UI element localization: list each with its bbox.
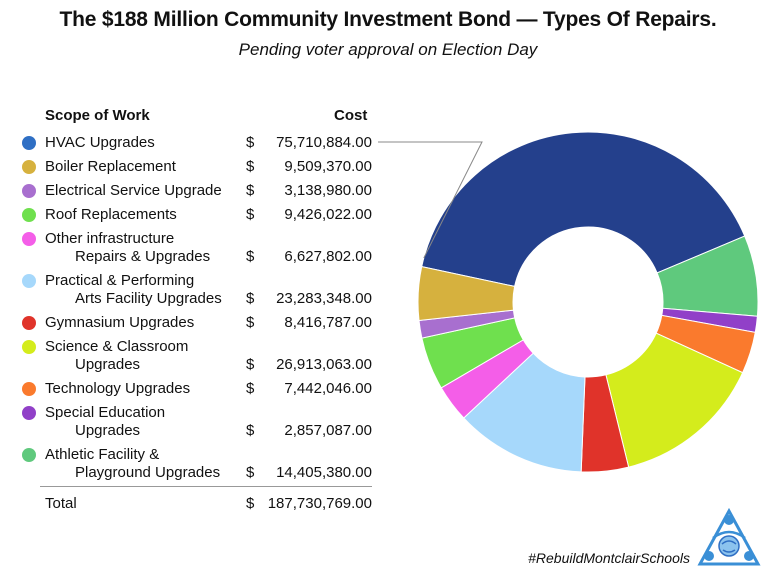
row-label-line1: Athletic Facility & bbox=[45, 446, 160, 463]
row-dollar: $ bbox=[246, 314, 255, 331]
row-label-line1: Special Education bbox=[45, 404, 166, 421]
row-dollar: $ bbox=[246, 464, 255, 481]
row-amount: 23,283,348.00 bbox=[276, 290, 372, 307]
hvac-callout-line bbox=[378, 141, 483, 259]
row-amount: 8,416,787.00 bbox=[284, 314, 372, 331]
row-label: Technology Upgrades bbox=[45, 380, 190, 398]
legend-swatch-icon bbox=[22, 184, 36, 198]
row-amount: 26,913,063.00 bbox=[276, 356, 372, 373]
row-dollar: $ bbox=[246, 134, 255, 151]
row-amount: 9,509,370.00 bbox=[284, 158, 372, 175]
row-label-line2: Arts Facility Upgrades bbox=[75, 290, 222, 307]
pie-slice bbox=[421, 131, 746, 287]
total-label: Total bbox=[45, 495, 77, 512]
row-label-line1: Electrical Service Upgrade bbox=[45, 182, 222, 199]
row-dollar: $ bbox=[246, 248, 255, 265]
row-label-line1: HVAC Upgrades bbox=[45, 134, 155, 151]
row-amount: 9,426,022.00 bbox=[284, 206, 372, 223]
row-label: Gymnasium Upgrades bbox=[45, 314, 194, 332]
scope-header: Scope of Work bbox=[45, 107, 150, 124]
legend-swatch-icon bbox=[22, 406, 36, 420]
row-label-line2: Playground Upgrades bbox=[75, 464, 221, 481]
row-amount: 3,138,980.00 bbox=[284, 182, 372, 199]
row-dollar: $ bbox=[246, 290, 255, 307]
row-label-line1: Technology Upgrades bbox=[45, 380, 191, 397]
chart-title: The $188 Million Community Investment Bo… bbox=[59, 8, 717, 31]
hashtag-text: #RebuildMontclairSchools bbox=[528, 550, 690, 566]
row-dollar: $ bbox=[246, 158, 255, 175]
row-label-line1: Boiler Replacement bbox=[45, 158, 176, 175]
row-label-line1: Practical & Performing bbox=[45, 272, 195, 289]
row-dollar: $ bbox=[246, 356, 255, 373]
row-label-line1: Roof Replacements bbox=[45, 206, 177, 223]
legend-swatch-icon bbox=[22, 274, 36, 288]
row-label: Special Education Upgrades bbox=[45, 404, 165, 440]
rebuild-montclair-logo bbox=[697, 508, 761, 566]
legend-swatch-icon bbox=[22, 160, 36, 174]
pie-slice bbox=[605, 332, 744, 468]
legend-swatch-icon bbox=[22, 136, 36, 150]
row-amount: 75,710,884.00 bbox=[276, 134, 372, 151]
legend-swatch-icon bbox=[22, 208, 36, 222]
chart-subtitle: Pending voter approval on Election Day bbox=[238, 40, 538, 59]
row-amount: 14,405,380.00 bbox=[276, 464, 372, 481]
row-label: Other infrastructure Repairs & Upgrades bbox=[45, 230, 210, 266]
row-label-line2: Upgrades bbox=[75, 422, 141, 439]
row-label-line2: Upgrades bbox=[75, 356, 141, 373]
row-label: HVAC Upgrades bbox=[45, 134, 155, 152]
row-amount: 2,857,087.00 bbox=[284, 422, 372, 439]
row-dollar: $ bbox=[246, 380, 255, 397]
row-dollar: $ bbox=[246, 182, 255, 199]
cost-header: Cost bbox=[334, 107, 368, 124]
row-label: Boiler Replacement bbox=[45, 158, 176, 176]
legend-swatch-icon bbox=[22, 448, 36, 462]
total-separator bbox=[40, 486, 372, 487]
legend-swatch-icon bbox=[22, 382, 36, 396]
row-amount: 7,442,046.00 bbox=[284, 380, 372, 397]
row-label: Athletic Facility & Playground Upgrades bbox=[45, 446, 220, 482]
total-dollar: $ bbox=[246, 495, 255, 512]
legend-swatch-icon bbox=[22, 340, 36, 354]
legend-swatch-icon bbox=[22, 232, 36, 246]
row-label: Science & Classroom Upgrades bbox=[45, 338, 188, 374]
row-dollar: $ bbox=[246, 422, 255, 439]
row-label-line1: Science & Classroom bbox=[45, 338, 189, 355]
total-amount: 187,730,769.00 bbox=[267, 495, 372, 512]
row-label-line2: Repairs & Upgrades bbox=[75, 248, 211, 265]
row-amount: 6,627,802.00 bbox=[284, 248, 372, 265]
pie-slice bbox=[417, 266, 516, 322]
row-label: Practical & Performing Arts Facility Upgr… bbox=[45, 272, 222, 308]
row-label-line1: Gymnasium Upgrades bbox=[45, 314, 195, 331]
row-dollar: $ bbox=[246, 206, 255, 223]
row-label: Roof Replacements bbox=[45, 206, 177, 224]
row-label: Electrical Service Upgrade bbox=[45, 182, 222, 200]
row-label-line1: Other infrastructure bbox=[45, 230, 175, 247]
legend-swatch-icon bbox=[22, 316, 36, 330]
